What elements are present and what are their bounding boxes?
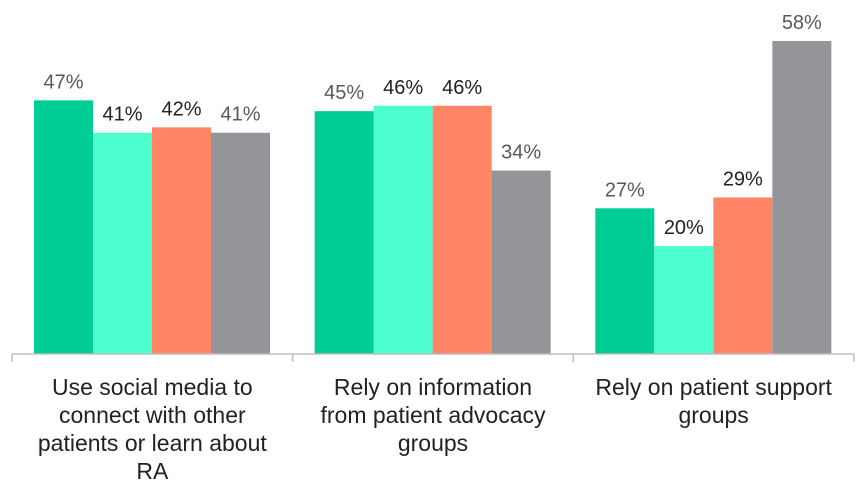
data-label-series1-cat1: 47% bbox=[43, 71, 83, 93]
x-tick-label-cat1: Use social media to connect with other pat… bbox=[12, 373, 292, 485]
bar-series1-cat1 bbox=[34, 100, 93, 355]
x-tick-label-cat2: Rely on information from patient advocacy… bbox=[293, 373, 573, 457]
bar-series4-cat1 bbox=[211, 132, 270, 354]
bar-series2-cat3 bbox=[654, 246, 714, 354]
data-label-series3-cat2: 46% bbox=[442, 77, 482, 99]
x-tick-label-line: Rely on information bbox=[333, 374, 533, 400]
data-label-series4-cat3: 58% bbox=[782, 12, 822, 34]
x-tick-label-line: patients or learn about bbox=[37, 430, 267, 456]
bar-series3-cat2 bbox=[432, 105, 492, 354]
x-tick-label-line: groups bbox=[678, 402, 749, 428]
bar-series1-cat3 bbox=[595, 208, 655, 354]
bar-series2-cat2 bbox=[373, 105, 433, 354]
bar-chart: 47% 45% 27% 41% 46% 20% 42% 46% 29% 41% 34% 58% bbox=[11, 12, 855, 362]
data-label-series3-cat3: 29% bbox=[723, 169, 763, 191]
data-label-series2-cat2: 46% bbox=[383, 77, 423, 99]
data-label-series1-cat3: 27% bbox=[605, 179, 645, 201]
x-tick-label-line: Rely on patient support bbox=[595, 374, 832, 400]
x-tick-label-line: connect with other bbox=[58, 402, 246, 428]
data-label-series2-cat1: 41% bbox=[102, 104, 142, 126]
data-label-series2-cat3: 20% bbox=[664, 217, 704, 239]
bar-series4-cat3 bbox=[772, 41, 832, 354]
x-tick-label-line: from patient advocacy bbox=[320, 402, 546, 428]
data-label-series4-cat2: 34% bbox=[501, 142, 541, 164]
bar-series3-cat3 bbox=[713, 197, 773, 354]
x-tick-label-line: groups bbox=[397, 430, 469, 456]
data-label-series3-cat1: 42% bbox=[161, 98, 201, 120]
bar-series3-cat1 bbox=[152, 127, 211, 355]
x-tick-label-line: Use social media to bbox=[51, 374, 253, 400]
x-tick-label-line: RA bbox=[136, 458, 169, 484]
bar-series1-cat2 bbox=[314, 111, 374, 354]
bar-series4-cat2 bbox=[491, 170, 551, 354]
data-label-series4-cat1: 41% bbox=[220, 104, 260, 126]
x-tick-label-cat3: Rely on patient support groups bbox=[574, 373, 854, 429]
data-label-series1-cat2: 45% bbox=[324, 82, 364, 104]
bar-series2-cat1 bbox=[93, 132, 152, 354]
